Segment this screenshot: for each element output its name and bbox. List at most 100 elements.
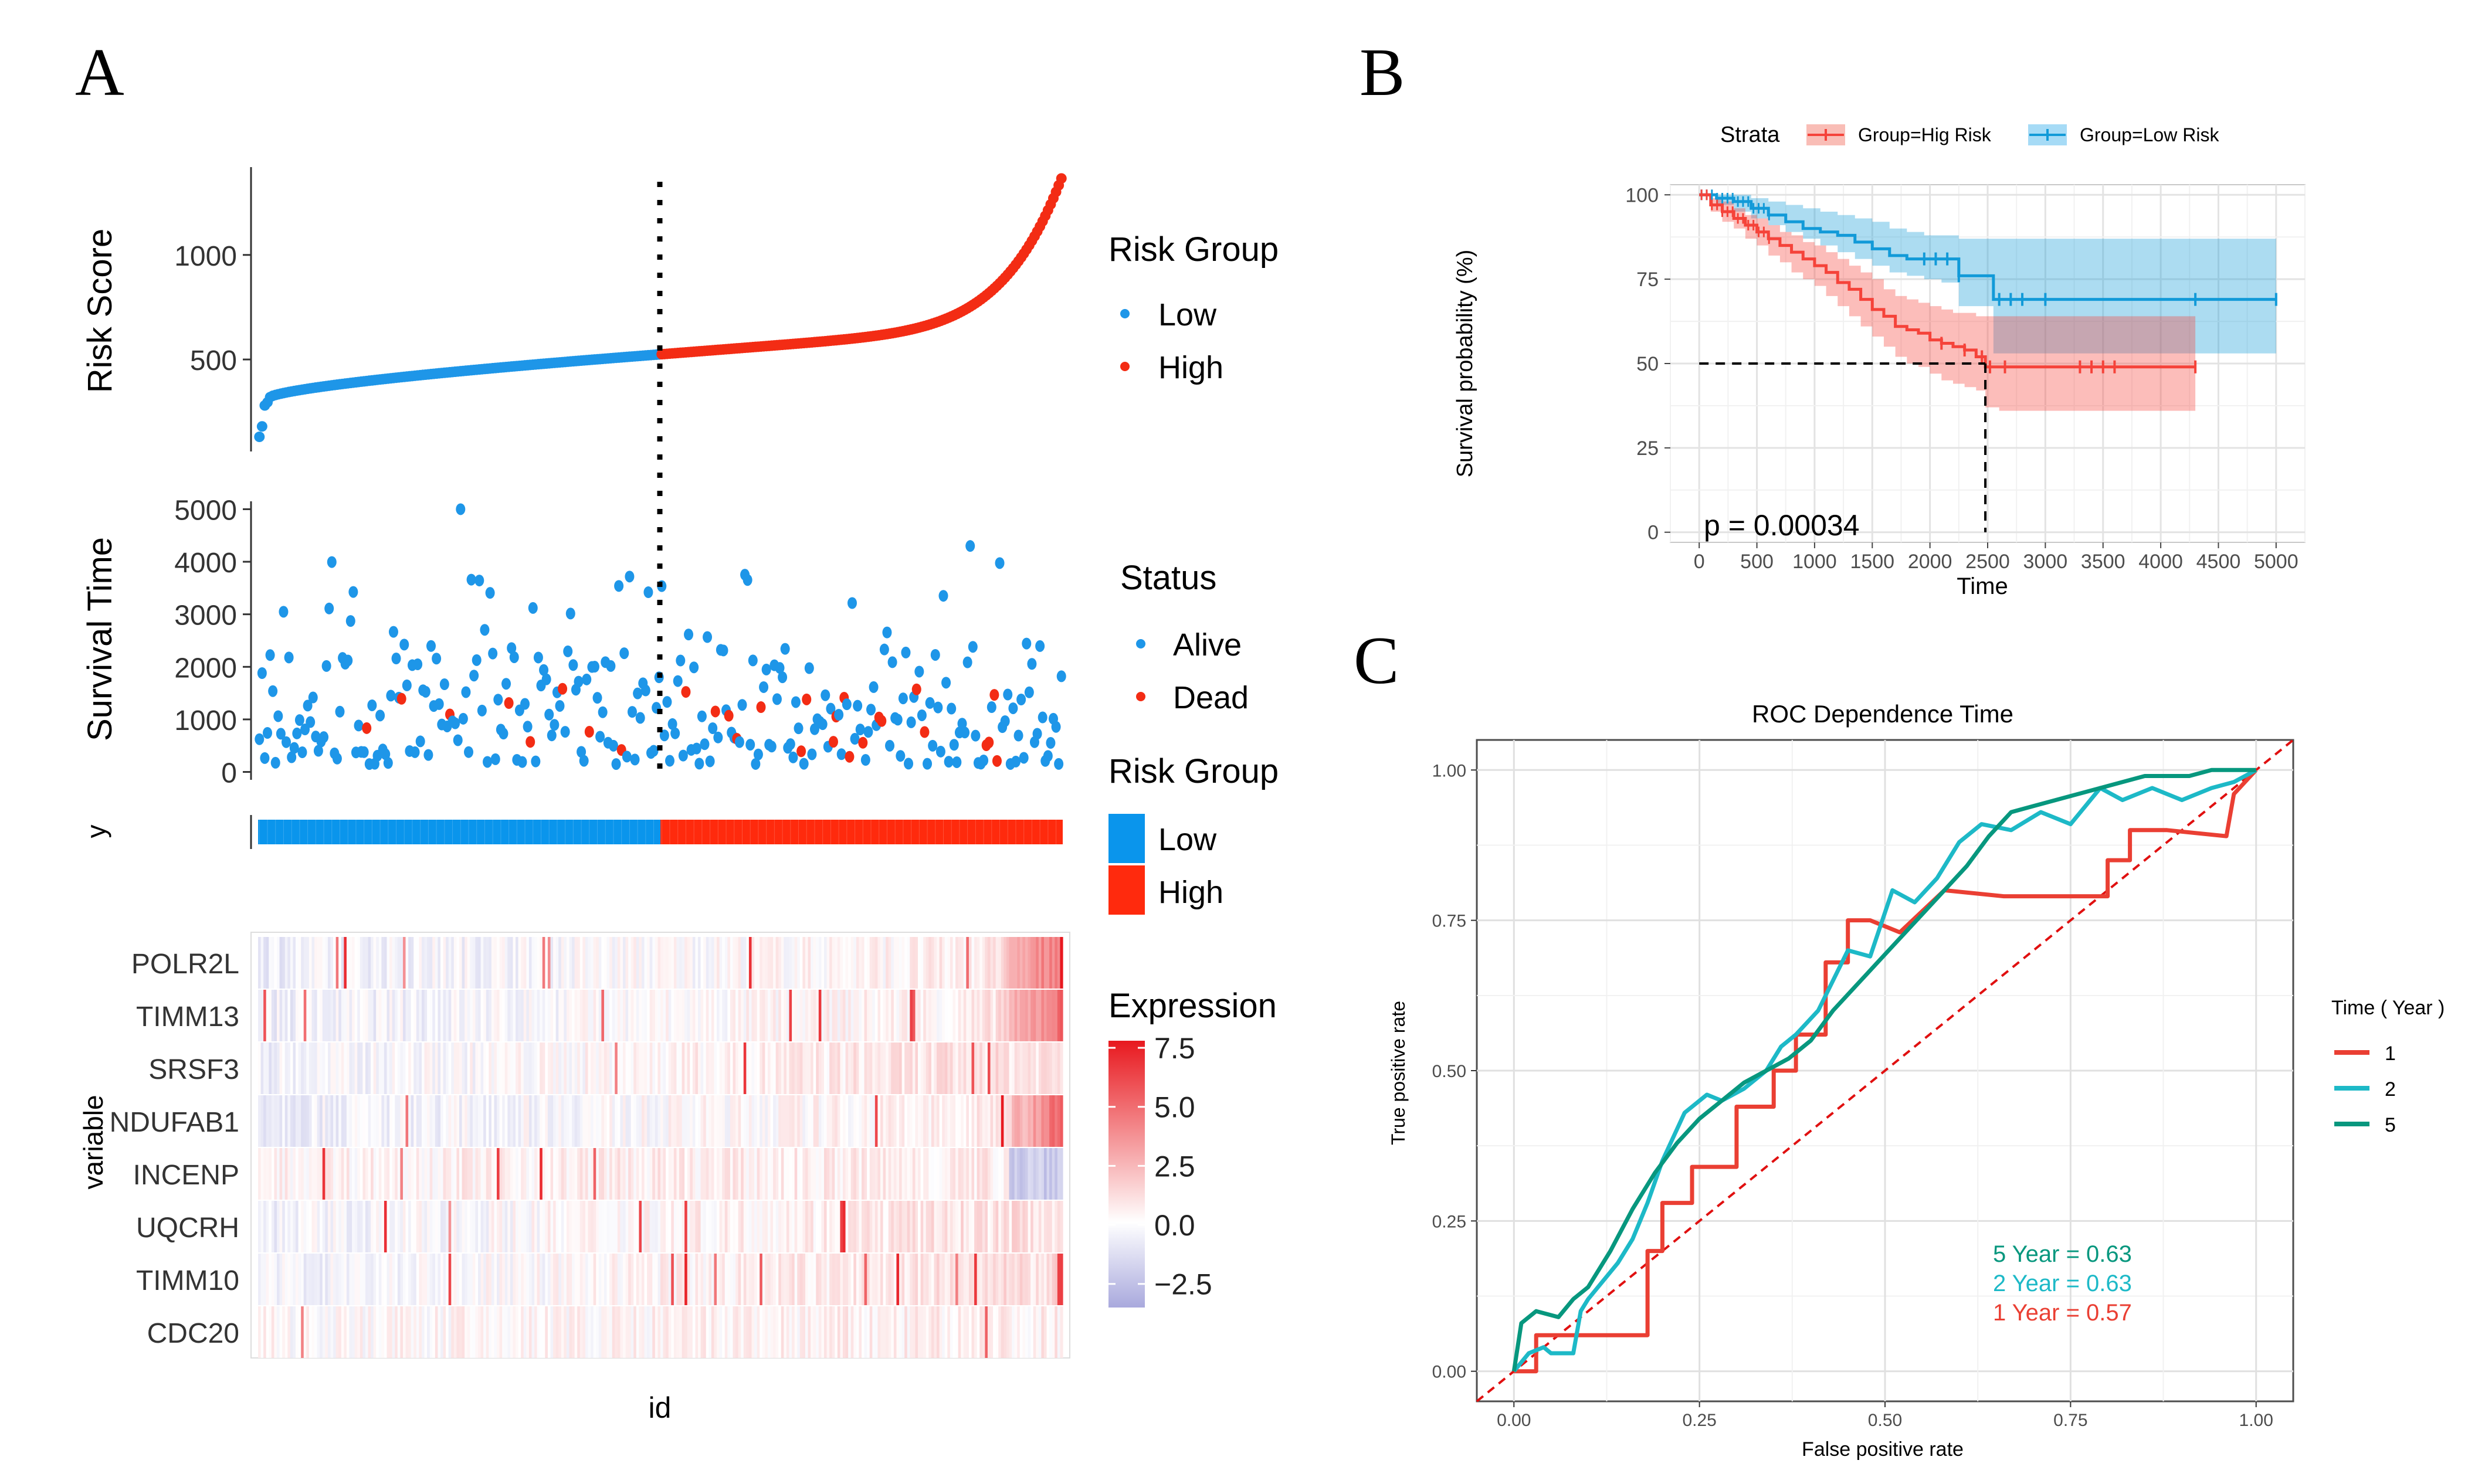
heatmap-cell xyxy=(322,1095,326,1147)
heatmap-cell xyxy=(577,937,581,989)
heatmap-cell xyxy=(1001,1148,1004,1200)
heatmap-cell xyxy=(733,1148,736,1200)
heatmap-cell xyxy=(421,1095,425,1147)
heatmap-cell xyxy=(717,990,720,1041)
heatmap-cell xyxy=(491,1042,495,1094)
heatmap-cell xyxy=(483,1042,487,1094)
heatmap-cell xyxy=(497,1148,500,1200)
heatmap-cell xyxy=(459,1095,463,1147)
heatmap-cell xyxy=(880,937,884,989)
survival-point-alive xyxy=(860,754,870,766)
heatmap-cell xyxy=(622,937,626,989)
heatmap-cell xyxy=(287,1042,291,1094)
heatmap-cell xyxy=(979,937,983,989)
heatmap-cell xyxy=(392,1148,395,1200)
heatmap-cell xyxy=(676,1042,680,1094)
survival-point-alive xyxy=(667,718,677,730)
heatmap-cell xyxy=(448,1254,452,1305)
heatmap-cell xyxy=(904,937,908,989)
heatmap-cell xyxy=(786,1201,790,1252)
heatmap-cell xyxy=(848,1201,852,1252)
heatmap-cell xyxy=(748,1148,752,1200)
heatmap-cell xyxy=(545,1254,548,1305)
heatmap-cell xyxy=(465,1306,468,1358)
heatmap-cell xyxy=(950,990,954,1041)
heatmap-cell xyxy=(534,1148,538,1200)
heatmap-cell xyxy=(333,1095,337,1147)
heatmap-cell xyxy=(446,937,449,989)
heatmap-cell xyxy=(974,990,978,1041)
heatmap-cell xyxy=(682,937,685,989)
heatmap-cell xyxy=(682,1095,685,1147)
heatmap-cell xyxy=(765,1095,768,1147)
heatmap-cell xyxy=(679,1306,683,1358)
heatmap-cell xyxy=(757,937,760,989)
heatmap-cell xyxy=(497,1201,500,1252)
heatmap-cell xyxy=(708,1201,712,1252)
heatmap-cell xyxy=(320,937,323,989)
heatmap-cell xyxy=(955,990,959,1041)
heatmap-cell xyxy=(362,1254,366,1305)
heatmap-cell xyxy=(682,1042,685,1094)
heatmap-cell xyxy=(585,1306,589,1358)
heatmap-cell xyxy=(842,1306,846,1358)
heatmap-cell xyxy=(706,1201,709,1252)
heatmap-cell xyxy=(284,937,288,989)
heatmap-cell xyxy=(435,990,439,1041)
heatmap-cell xyxy=(1017,1306,1021,1358)
heatmap-cell xyxy=(542,1095,545,1147)
heatmap-cell xyxy=(494,1254,497,1305)
heatmap-cell xyxy=(502,1254,506,1305)
heatmap-cell xyxy=(572,1148,575,1200)
heatmap-cell xyxy=(1041,1306,1045,1358)
heatmap-cell xyxy=(781,1201,784,1252)
survival-point-alive xyxy=(708,722,718,734)
heatmap-cell xyxy=(376,1254,379,1305)
heatmap-cell xyxy=(335,1095,339,1147)
heatmap-cell xyxy=(1009,1201,1012,1252)
survival-point-alive xyxy=(303,699,313,712)
heatmap-cell xyxy=(813,1095,816,1147)
heatmap-cell xyxy=(874,1254,879,1305)
heatmap-cell xyxy=(668,1148,672,1200)
survival-point-alive xyxy=(550,719,560,731)
heatmap-cell xyxy=(886,1095,889,1147)
heatmap-cell xyxy=(1033,1306,1036,1358)
heatmap-cell xyxy=(427,1095,430,1147)
heatmap-cell xyxy=(542,1306,545,1358)
heatmap-cell xyxy=(526,1148,530,1200)
heatmap-cell xyxy=(620,1201,623,1252)
heatmap-cell xyxy=(352,1095,355,1147)
heatmap-cell xyxy=(475,1201,479,1252)
heatmap-cell xyxy=(797,1254,801,1305)
heatmap-cell xyxy=(381,1095,385,1147)
heatmap-cell xyxy=(1006,1201,1010,1252)
heatmap-cell xyxy=(880,1148,884,1200)
survival-point-alive xyxy=(965,540,975,552)
heatmap-cell xyxy=(438,1095,441,1147)
heatmap-cell xyxy=(660,937,664,989)
heatmap-cell xyxy=(942,937,945,989)
survival-point-alive xyxy=(1019,752,1029,764)
heatmap-cell xyxy=(872,1254,876,1305)
heatmap-cell xyxy=(770,1201,774,1252)
heatmap-cell xyxy=(853,1042,857,1094)
heatmap-cell xyxy=(668,1095,672,1147)
heatmap-cell xyxy=(389,1201,393,1252)
heatmap-cell xyxy=(644,1306,647,1358)
heatmap-cell xyxy=(308,990,313,1041)
heatmap-cell xyxy=(456,1148,460,1200)
heatmap-cell xyxy=(427,1254,430,1305)
heatmap-cell xyxy=(931,1148,935,1200)
heatmap-cell xyxy=(652,1201,656,1252)
heatmap-cell xyxy=(947,1042,951,1094)
heatmap-cell xyxy=(990,1254,994,1305)
heatmap-cell xyxy=(789,1148,792,1200)
heatmap-cell xyxy=(293,1254,296,1305)
heatmap-cell xyxy=(569,1306,572,1358)
heatmap-cell xyxy=(644,1095,647,1147)
heatmap-cell xyxy=(767,1306,771,1358)
heatmap-cell xyxy=(478,1254,482,1305)
heatmap-cell xyxy=(579,1254,583,1305)
heatmap-cell xyxy=(1030,937,1034,989)
